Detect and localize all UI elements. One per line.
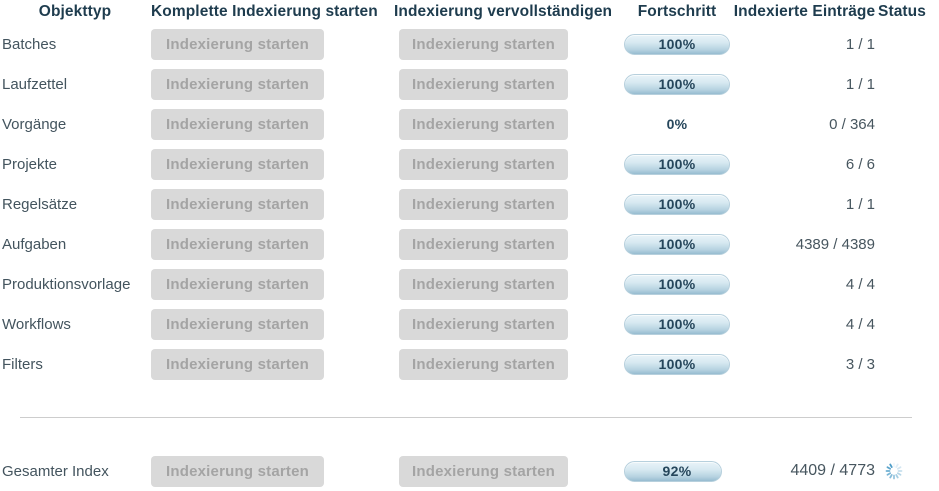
progress-bar-fill [624,73,730,95]
table-row: Aufgaben Indexierung starten Indexierung… [0,224,939,264]
table-row: Projekte Indexierung starten Indexierung… [0,144,939,184]
complete-missing-indexing-button[interactable]: Indexierung starten [399,148,568,180]
table-row: Workflows Indexierung starten Indexierun… [0,304,939,344]
start-complete-indexing-button[interactable]: Indexierung starten [151,455,324,487]
start-complete-indexing-button[interactable]: Indexierung starten [151,108,324,140]
start-complete-indexing-button[interactable]: Indexierung starten [151,148,324,180]
progress-bar: 92% [624,460,730,482]
start-complete-indexing-button[interactable]: Indexierung starten [151,68,324,100]
progress-bar-fill [624,153,730,175]
progress-percent-label: 0% [666,115,688,132]
progress-bar: 100% [624,33,730,55]
start-complete-indexing-button[interactable]: Indexierung starten [151,268,324,300]
table-row: Produktionsvorlage Indexierung starten I… [0,264,939,304]
start-complete-indexing-button[interactable]: Indexierung starten [151,228,324,260]
complete-missing-indexing-button[interactable]: Indexierung starten [399,308,568,340]
progress-bar: 100% [624,273,730,295]
progress-bar-fill [624,353,730,375]
column-header-status: Status [878,3,926,20]
complete-missing-indexing-button[interactable]: Indexierung starten [399,28,568,60]
indexed-entries-value: 3 / 3 [845,355,875,373]
objekttyp-label: Aufgaben [2,235,67,253]
column-header-complete-indexing: Komplette Indexierung starten [151,3,378,20]
progress-percent-label: 92% [662,462,692,479]
progress-bar-fill [624,460,722,482]
progress-bar: 100% [624,313,730,335]
loading-spinner-icon [885,462,903,480]
progress-percent-label: 100% [658,315,696,332]
objekttyp-label: Gesamter Index [2,462,109,480]
progress-bar: 100% [624,353,730,375]
objekttyp-label: Filters [2,355,43,373]
progress-percent-label: 100% [658,275,696,292]
progress-bar: 100% [624,73,730,95]
indexed-entries-value: 1 / 1 [845,75,875,93]
status-cell [877,462,939,480]
objekttyp-label: Workflows [2,315,71,333]
section-divider [20,417,912,418]
total-index-row: Gesamter Index Indexierung starten Index… [0,451,939,491]
objekttyp-label: Laufzettel [2,75,68,93]
indexed-entries-value: 0 / 364 [829,115,875,133]
start-complete-indexing-button[interactable]: Indexierung starten [151,28,324,60]
objekttyp-label: Batches [2,35,57,53]
start-complete-indexing-button[interactable]: Indexierung starten [151,188,324,220]
progress-percent-label: 100% [658,235,696,252]
table-header: Objekttyp Komplette Indexierung starten … [0,0,939,24]
objekttyp-label: Vorgänge [2,115,67,133]
complete-missing-indexing-button[interactable]: Indexierung starten [399,268,568,300]
objekttyp-label: Produktionsvorlage [2,275,131,293]
column-header-indexed-entries: Indexierte Einträge [733,3,876,20]
table-row: Regelsätze Indexierung starten Indexieru… [0,184,939,224]
progress-bar-fill [624,273,730,295]
column-header-finish-indexing: Indexierung vervollständigen [394,3,613,20]
progress-bar-fill [624,233,730,255]
table-body: Batches Indexierung starten Indexierung … [0,24,939,384]
progress-bar-fill [624,193,730,215]
indexed-entries-value: 1 / 1 [845,195,875,213]
start-complete-indexing-button[interactable]: Indexierung starten [151,348,324,380]
progress-percent-label: 100% [658,155,696,172]
objekttyp-label: Projekte [2,155,58,173]
progress-bar: 100% [624,193,730,215]
indexed-entries-value: 4 / 4 [845,315,875,333]
complete-missing-indexing-button[interactable]: Indexierung starten [399,228,568,260]
progress-bar: 0% [624,114,730,135]
complete-missing-indexing-button[interactable]: Indexierung starten [399,68,568,100]
indexed-entries-value: 1 / 1 [845,35,875,53]
table-row: Batches Indexierung starten Indexierung … [0,24,939,64]
table-row: Laufzettel Indexierung starten Indexieru… [0,64,939,104]
complete-missing-indexing-button[interactable]: Indexierung starten [399,348,568,380]
progress-percent-label: 100% [658,75,696,92]
start-complete-indexing-button[interactable]: Indexierung starten [151,308,324,340]
progress-bar: 100% [624,153,730,175]
column-header-objekttyp: Objekttyp [38,3,112,20]
complete-missing-indexing-button[interactable]: Indexierung starten [399,188,568,220]
progress-percent-label: 100% [658,195,696,212]
indexed-entries-value: 4409 / 4773 [790,462,875,479]
progress-percent-label: 100% [658,355,696,372]
table-row: Vorgänge Indexierung starten Indexierung… [0,104,939,144]
table-row: Filters Indexierung starten Indexierung … [0,344,939,384]
progress-bar: 100% [624,233,730,255]
complete-missing-indexing-button[interactable]: Indexierung starten [399,108,568,140]
indexed-entries-value: 4 / 4 [845,275,875,293]
total-index-section: Gesamter Index Indexierung starten Index… [0,451,939,491]
complete-missing-indexing-button[interactable]: Indexierung starten [399,455,568,487]
column-header-progress: Fortschritt [637,3,717,20]
objekttyp-label: Regelsätze [2,195,78,213]
progress-percent-label: 100% [658,35,696,52]
progress-bar-fill [624,313,730,335]
indexed-entries-value: 6 / 6 [845,155,875,173]
indexed-entries-value: 4389 / 4389 [795,235,875,253]
progress-bar-fill [624,33,730,55]
